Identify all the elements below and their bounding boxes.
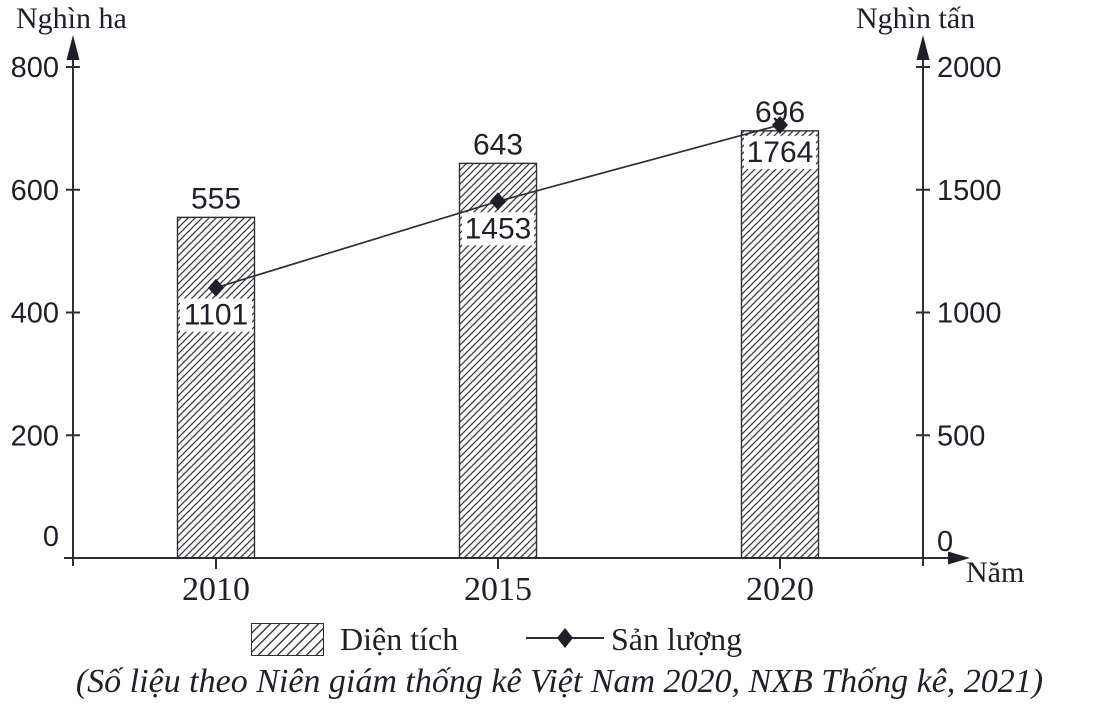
line-value-box-2020 <box>744 135 816 169</box>
bar-value-label-2010: 555 <box>191 182 241 215</box>
bar-2020 <box>740 130 820 559</box>
right-axis-tick-label: 2000 <box>937 52 1002 84</box>
right-axis-arrow-icon <box>916 35 930 60</box>
left-axis-title: Nghìn ha <box>16 2 127 35</box>
diamond-marker-2010 <box>208 278 224 297</box>
right-axis-tick-label: 1500 <box>937 175 1002 207</box>
left-axis-tick-label: 800 <box>11 52 59 84</box>
plot-area: 5556436961101145317640200400600800050010… <box>11 35 1002 608</box>
line-value-label-2015: 1453 <box>465 212 532 245</box>
line-value-box-2010 <box>180 298 252 332</box>
left-axis-arrow-icon <box>66 35 80 60</box>
legend-hatched-swatch <box>251 623 324 656</box>
year-label-2015: 2015 <box>464 571 532 608</box>
bar-value-label-2015: 643 <box>473 128 523 161</box>
year-label-2010: 2010 <box>182 571 250 608</box>
legend-label-dien-tich: Diện tích <box>340 621 459 657</box>
bar-2010 <box>176 216 256 559</box>
x-axis-title: Năm <box>966 556 1025 589</box>
line-value-box-2015 <box>462 212 534 246</box>
left-axis-tick-label: 200 <box>11 420 59 452</box>
legend: Diện tích Sản lượng <box>0 618 1119 664</box>
legend-label-san-luong: Sản lượng <box>611 621 743 657</box>
right-axis-tick-label: 0 <box>937 526 953 558</box>
right-axis-tick-label: 500 <box>937 420 985 452</box>
right-axis-tick-label: 1000 <box>937 298 1002 330</box>
legend-diamond-icon <box>557 628 573 648</box>
source-note: (Số liệu theo Niên giám thống kê Việt Na… <box>75 663 1044 700</box>
line-value-label-2020: 1764 <box>747 136 814 169</box>
legend-line-diamond-swatch <box>526 628 604 648</box>
diamond-marker-2015 <box>490 192 506 211</box>
left-axis-tick-label: 400 <box>11 298 59 330</box>
year-label-2020: 2020 <box>746 571 814 608</box>
x-axis-arrow-icon <box>948 551 970 565</box>
diamond-marker-2020 <box>772 115 788 134</box>
right-axis-title: Nghìn tấn <box>856 2 976 35</box>
left-axis-tick-label: 0 <box>43 521 59 553</box>
left-axis-tick-label: 600 <box>11 175 59 207</box>
line-value-label-2010: 1101 <box>184 299 249 332</box>
